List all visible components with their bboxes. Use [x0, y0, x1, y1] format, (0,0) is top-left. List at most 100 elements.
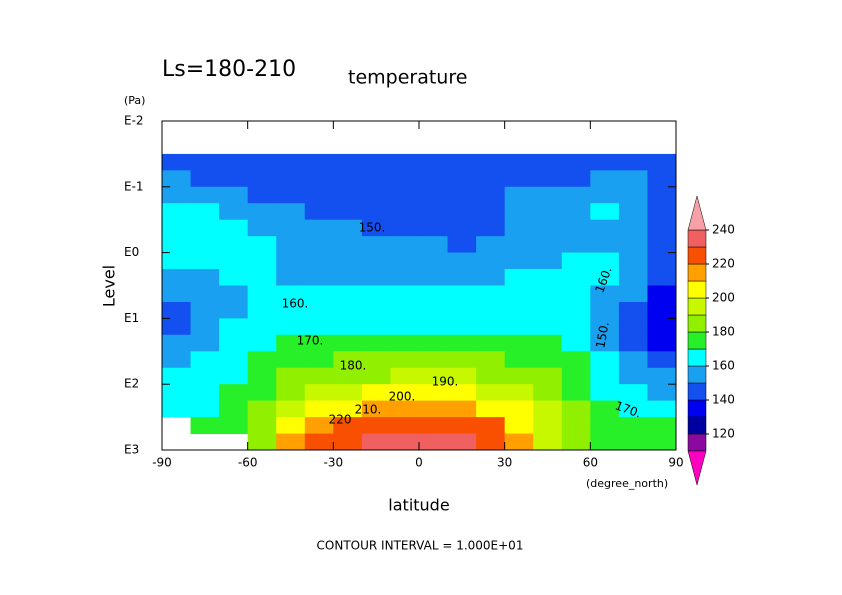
field-cell — [647, 236, 677, 254]
field-cell — [390, 301, 420, 319]
field-cell — [247, 285, 277, 303]
field-cell — [162, 301, 192, 319]
field-cell — [504, 334, 534, 352]
field-cell — [219, 269, 249, 287]
field-cell — [219, 219, 249, 237]
field-cell — [618, 351, 648, 369]
field-cell — [219, 285, 249, 303]
field-cell — [162, 203, 192, 221]
field-cell — [590, 334, 620, 352]
field-cell — [419, 417, 449, 435]
field-cell — [618, 219, 648, 237]
field-cell — [504, 433, 534, 451]
y-tick-label: E2 — [124, 377, 139, 391]
field-cell — [390, 417, 420, 435]
contour-labels: 150. 160. 160. 150. 170. 180. 190. 200. … — [282, 221, 643, 427]
field-cell — [247, 252, 277, 270]
field-cell — [561, 269, 591, 287]
field-cell — [390, 318, 420, 336]
field-cell — [533, 334, 563, 352]
field-cell — [447, 433, 477, 451]
field-cell — [561, 186, 591, 204]
field-cell — [333, 285, 363, 303]
field-cell — [533, 417, 563, 435]
colorbar-box — [687, 416, 707, 435]
contour-field — [162, 153, 677, 451]
field-cell — [390, 236, 420, 254]
field-cell — [533, 269, 563, 287]
field-cell — [333, 384, 363, 402]
field-cell — [561, 170, 591, 188]
field-cell — [333, 219, 363, 237]
field-cell — [476, 236, 506, 254]
field-cell — [162, 367, 192, 385]
contour-label: 170. — [297, 334, 324, 348]
field-cell — [533, 203, 563, 221]
field-cell — [561, 334, 591, 352]
field-cell — [304, 318, 334, 336]
field-cell — [162, 285, 192, 303]
field-cell — [561, 318, 591, 336]
field-cell — [561, 236, 591, 254]
field-cell — [476, 269, 506, 287]
field-cell — [447, 252, 477, 270]
y-tick-label: E-1 — [124, 179, 144, 193]
field-cell — [533, 170, 563, 188]
field-cell — [647, 219, 677, 237]
field-cell — [361, 252, 391, 270]
field-cell — [276, 384, 306, 402]
field-cell — [647, 186, 677, 204]
field-cell — [276, 400, 306, 418]
field-cell — [419, 367, 449, 385]
field-cell — [276, 269, 306, 287]
field-cell — [276, 153, 306, 171]
field-cell — [590, 351, 620, 369]
y-axis-label: Level — [100, 265, 119, 307]
field-cell — [361, 186, 391, 204]
field-cell — [333, 417, 363, 435]
field-cell — [561, 433, 591, 451]
axes: -90 -60 -30 0 30 60 90 E-2 E-1 E0 E1 E2 E3 — [124, 114, 684, 470]
field-cell — [390, 400, 420, 418]
colorbar-tick-label: 120 — [712, 427, 735, 441]
field-cell — [390, 351, 420, 369]
field-cell — [419, 153, 449, 171]
field-cell — [447, 417, 477, 435]
field-cell — [304, 170, 334, 188]
field-cell — [476, 170, 506, 188]
field-cell — [647, 433, 677, 451]
field-cell — [247, 351, 277, 369]
field-cell — [304, 285, 334, 303]
field-cell — [361, 367, 391, 385]
field-cell — [162, 400, 192, 418]
colorbar-box — [687, 331, 707, 350]
field-cell — [504, 219, 534, 237]
field-cell — [190, 269, 220, 287]
field-cell — [590, 400, 620, 418]
field-cell — [190, 384, 220, 402]
field-cell — [504, 203, 534, 221]
field-cell — [219, 367, 249, 385]
field-cell — [504, 301, 534, 319]
y-tick-label: E0 — [124, 245, 139, 259]
field-cell — [361, 318, 391, 336]
field-cell — [618, 170, 648, 188]
field-cell — [590, 236, 620, 254]
colorbar-box — [687, 246, 707, 265]
field-cell — [419, 269, 449, 287]
field-cell — [447, 186, 477, 204]
field-cell — [190, 400, 220, 418]
contour-label: 190. — [432, 375, 459, 389]
field-cell — [618, 334, 648, 352]
field-cell — [190, 236, 220, 254]
field-cell — [219, 351, 249, 369]
field-cell — [390, 186, 420, 204]
x-tick-label: 90 — [668, 456, 683, 470]
field-cell — [561, 301, 591, 319]
field-cell — [419, 285, 449, 303]
field-cell — [419, 384, 449, 402]
field-cell — [618, 384, 648, 402]
field-cell — [361, 285, 391, 303]
field-cell — [618, 252, 648, 270]
